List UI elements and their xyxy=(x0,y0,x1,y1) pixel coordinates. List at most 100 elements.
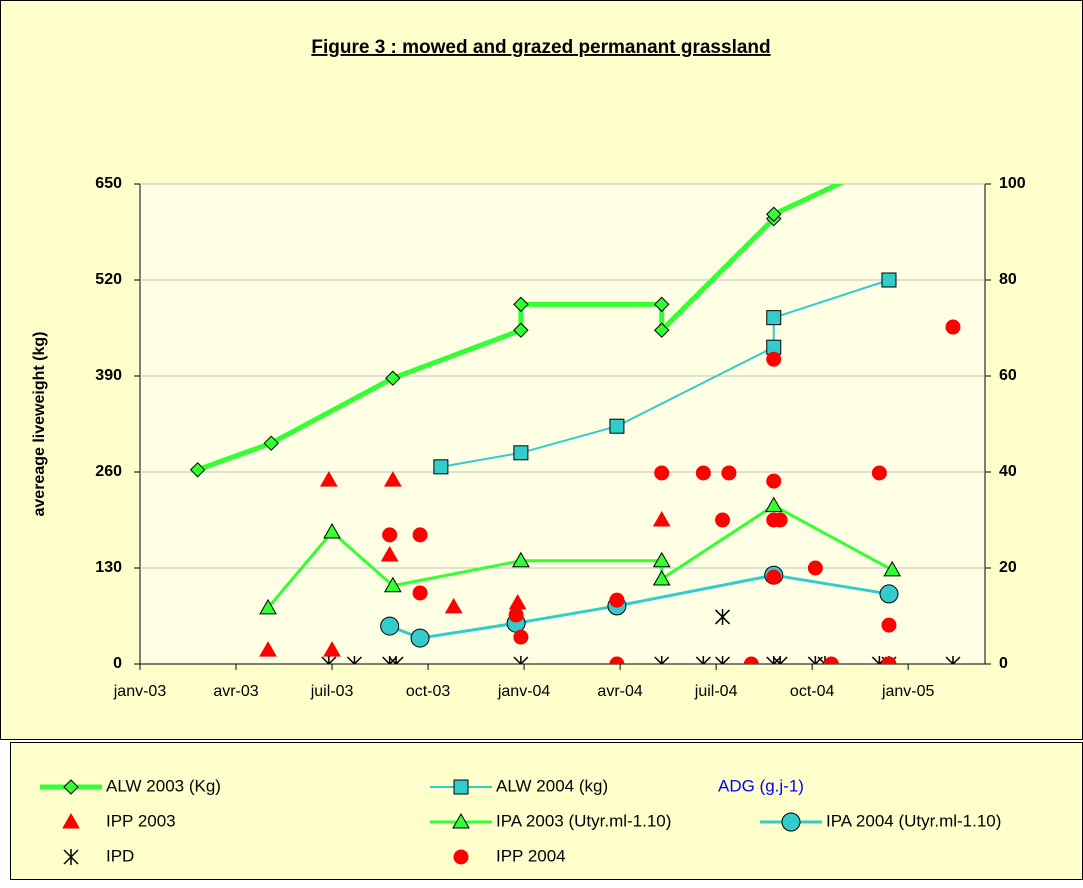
point xyxy=(263,435,279,451)
legend-item: IPD xyxy=(63,846,134,865)
y-tick-label: 260 xyxy=(95,463,122,480)
point xyxy=(512,551,530,568)
point xyxy=(766,351,782,367)
legend-label: ADG (g.j-1) xyxy=(718,776,804,795)
point xyxy=(513,296,529,313)
x-tick-label: oct-04 xyxy=(790,683,835,700)
legend-label: IPP 2004 xyxy=(496,846,566,865)
point xyxy=(380,546,399,562)
chart-title: Figure 3 : mowed and grazed permanant gr… xyxy=(311,37,770,58)
legend-item: IPP 2004 xyxy=(453,846,566,865)
point xyxy=(764,496,783,513)
point xyxy=(609,418,625,434)
point xyxy=(715,608,731,625)
y2-tick-label: 0 xyxy=(999,655,1008,672)
legend-item: IPA 2004 (Utyr.ml-1.10) xyxy=(760,811,1001,832)
x-tick-label: janv-05 xyxy=(881,683,935,700)
legend-label: IPA 2004 (Utyr.ml-1.10) xyxy=(826,811,1001,830)
plot-area xyxy=(139,183,986,665)
x-tick-label: juil-03 xyxy=(310,683,354,700)
legend-item: ALW 2003 (Kg) xyxy=(40,776,221,795)
point xyxy=(410,628,430,648)
point xyxy=(412,527,428,543)
point xyxy=(412,585,428,601)
legend-item: ADG (g.j-1) xyxy=(718,776,804,795)
point xyxy=(444,597,463,614)
point xyxy=(945,656,961,664)
y2-tick-label: 80 xyxy=(999,271,1017,288)
point xyxy=(879,584,899,604)
legend-label: ALW 2004 (kg) xyxy=(496,776,608,795)
x-tick-label: janv-03 xyxy=(113,683,167,700)
point xyxy=(654,465,670,481)
point xyxy=(508,607,524,623)
point xyxy=(63,849,79,865)
point xyxy=(652,570,671,586)
y2-tick-label: 40 xyxy=(999,463,1017,480)
point xyxy=(772,512,788,528)
point xyxy=(323,522,341,539)
point xyxy=(781,812,801,832)
x-tick-label: avr-03 xyxy=(213,683,258,700)
point xyxy=(766,569,782,585)
point xyxy=(807,560,823,576)
point xyxy=(743,656,759,664)
point xyxy=(695,656,711,664)
point xyxy=(452,812,470,829)
point xyxy=(881,617,897,633)
point xyxy=(654,296,670,313)
point xyxy=(513,656,529,664)
point xyxy=(189,462,206,478)
point xyxy=(609,656,625,664)
point xyxy=(823,656,839,664)
x-tick-label: avr-04 xyxy=(597,683,642,700)
legend-label: ALW 2003 (Kg) xyxy=(106,776,221,795)
point xyxy=(388,656,404,664)
series-line xyxy=(440,279,890,468)
x-tick-label: janv-04 xyxy=(497,683,551,700)
point xyxy=(62,812,80,829)
point xyxy=(319,471,338,487)
point xyxy=(380,616,400,636)
point xyxy=(259,641,277,657)
point xyxy=(871,465,887,481)
point xyxy=(513,322,529,338)
point xyxy=(433,459,449,475)
point xyxy=(453,779,469,795)
point xyxy=(346,656,362,664)
point xyxy=(513,445,529,461)
y2-tick-label: 100 xyxy=(999,175,1026,192)
x-tick-label: juil-04 xyxy=(694,683,738,700)
legend-label: IPD xyxy=(106,846,134,865)
y-tick-label: 520 xyxy=(95,271,122,288)
x-tick-label: oct-03 xyxy=(406,683,451,700)
legend-item: ALW 2004 (kg) xyxy=(430,776,608,795)
y-tick-label: 390 xyxy=(95,367,122,384)
point xyxy=(715,656,731,664)
point xyxy=(766,206,782,222)
point xyxy=(652,510,671,527)
point xyxy=(654,656,670,664)
point xyxy=(259,598,277,615)
point xyxy=(323,641,341,657)
point xyxy=(63,779,79,795)
point xyxy=(609,592,625,608)
point xyxy=(766,656,782,664)
point xyxy=(385,370,401,386)
point xyxy=(772,656,788,664)
point xyxy=(382,656,398,664)
point xyxy=(766,473,782,489)
series-line xyxy=(266,504,893,609)
point xyxy=(453,849,469,865)
point xyxy=(513,629,529,645)
point xyxy=(881,272,897,288)
y-tick-label: 130 xyxy=(95,559,122,576)
plot-clip xyxy=(189,184,961,664)
legend-item: IPA 2003 (Utyr.ml-1.10) xyxy=(430,811,671,830)
point xyxy=(321,656,337,664)
point xyxy=(654,322,670,338)
point xyxy=(766,310,782,326)
y-tick-label: 0 xyxy=(113,655,122,672)
y2-tick-label: 60 xyxy=(999,367,1017,384)
